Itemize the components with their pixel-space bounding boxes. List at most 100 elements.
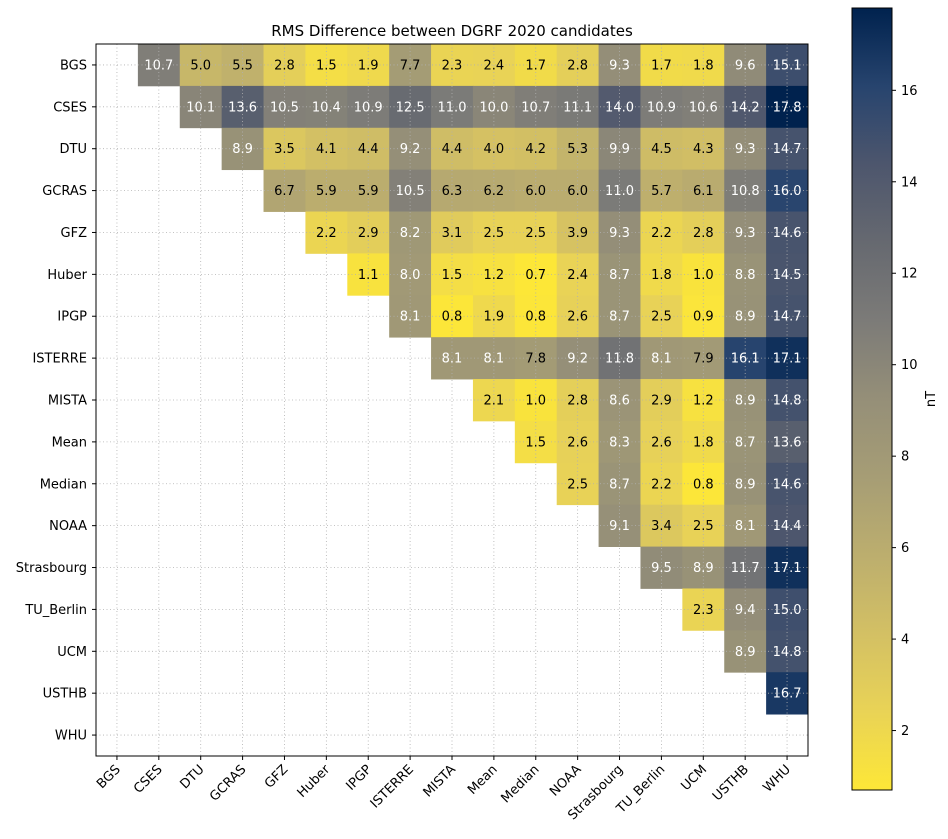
cell-value-label: 8.7 <box>609 477 630 492</box>
y-tick-label: ISTERRE <box>32 352 87 367</box>
cell-value-label: 8.1 <box>400 310 421 325</box>
cell-value-label: 8.7 <box>609 268 630 283</box>
cell-value-label: 4.4 <box>358 142 379 157</box>
cell-labels: 10.7 5.0 5.5 2.8 1.5 1.9 7.7 2.3 2.4 1.7 2.8 9.3 1.7… <box>144 58 801 701</box>
x-tick-label: DTU <box>178 762 208 792</box>
heatmap-cell <box>472 169 516 212</box>
cell-value-label: 6.0 <box>525 184 546 199</box>
heatmap-cell <box>724 420 767 464</box>
cell-value-label: 14.6 <box>773 226 802 241</box>
cell-value-label: 2.8 <box>274 58 295 73</box>
cell-value-label: 2.5 <box>484 226 505 241</box>
cell-value-label: 2.6 <box>567 435 588 450</box>
heatmap-cell <box>431 253 474 296</box>
heatmap-cell <box>598 379 641 422</box>
cell-value-label: 7.7 <box>400 58 421 73</box>
heatmap-cell <box>598 337 641 380</box>
cell-value-label: 5.0 <box>190 58 211 73</box>
heatmap-cell <box>724 211 767 254</box>
x-tick-label: Median <box>499 762 543 806</box>
cell-value-label: 2.9 <box>358 226 379 241</box>
cell-value-label: 5.7 <box>651 184 672 199</box>
heatmap-cell <box>724 169 767 212</box>
cell-value-label: 8.0 <box>400 268 421 283</box>
heatmap-cell <box>682 546 725 589</box>
cell-value-label: 2.8 <box>567 58 588 73</box>
cell-value-label: 9.1 <box>609 519 630 534</box>
x-tick-label: UCM <box>678 762 710 794</box>
cell-value-label: 2.2 <box>651 477 672 492</box>
heatmap-cell <box>766 337 809 380</box>
x-tick-label: USTHB <box>710 762 752 804</box>
heatmap-cell <box>766 630 809 673</box>
cell-value-label: 6.0 <box>567 184 588 199</box>
heatmap-cell <box>305 169 348 212</box>
heatmap-cell <box>514 253 558 296</box>
cell-value-label: 2.5 <box>651 310 672 325</box>
cell-value-label: 8.1 <box>735 519 756 534</box>
heatmap-cell <box>347 169 390 212</box>
cell-value-label: 10.5 <box>270 100 299 115</box>
colorbar-frame <box>851 7 893 791</box>
cell-value-label: 16.7 <box>773 687 802 702</box>
y-tick-label: MISTA <box>48 394 87 409</box>
heatmap-cell <box>766 253 809 296</box>
cell-value-label: 9.6 <box>735 58 756 73</box>
cell-value-label: 9.3 <box>609 226 630 241</box>
cell-value-label: 11.0 <box>605 184 634 199</box>
cell-value-label: 8.1 <box>442 352 463 367</box>
heatmap-cell <box>724 504 767 547</box>
cell-value-label: 8.9 <box>232 142 253 157</box>
cell-value-label: 6.7 <box>274 184 295 199</box>
heatmap-cell <box>724 588 767 631</box>
cell-value-label: 16.1 <box>731 352 760 367</box>
heatmap-cell <box>682 211 725 254</box>
colorbar-tick-label: 12 <box>901 267 918 282</box>
cell-value-label: 10.5 <box>396 184 425 199</box>
cell-value-label: 13.6 <box>773 435 802 450</box>
heatmap-cell <box>724 462 767 506</box>
heatmap-cell <box>640 295 683 338</box>
heatmap-cell <box>766 504 809 547</box>
cell-value-label: 6.3 <box>442 184 463 199</box>
cell-value-label: 1.8 <box>693 58 714 73</box>
heatmap-cell <box>724 546 767 589</box>
y-tick-label: CSES <box>53 100 87 115</box>
heatmap-cell <box>682 504 725 547</box>
cell-value-label: 14.5 <box>773 268 802 283</box>
cell-value-label: 12.5 <box>396 100 425 115</box>
y-tick-label: TU_Berlin <box>24 603 87 618</box>
y-tick-label: Mean <box>52 435 87 450</box>
heatmap-cell <box>640 337 683 380</box>
cell-value-label: 8.7 <box>735 435 756 450</box>
heatmap-cell <box>514 420 558 464</box>
y-axis: BGS CSES DTU GCRAS GFZ Huber IPGP ISTERRE MISTA M… <box>16 58 96 744</box>
cell-value-label: 8.7 <box>609 310 630 325</box>
colorbar-tick-label: 2 <box>901 724 909 739</box>
cell-value-label: 0.8 <box>693 477 714 492</box>
cell-value-label: 9.3 <box>735 142 756 157</box>
heatmap-cell <box>514 169 558 212</box>
heatmap-cell <box>682 253 725 296</box>
heatmap-cell <box>640 546 683 589</box>
heatmap-cell <box>556 379 599 422</box>
heatmap-cell <box>389 211 432 254</box>
cell-value-label: 8.9 <box>735 394 756 409</box>
heatmap-cell <box>682 588 725 631</box>
cell-value-label: 3.5 <box>274 142 295 157</box>
heatmap-cell <box>598 462 641 506</box>
cell-value-label: 2.5 <box>525 226 546 241</box>
cell-value-label: 15.1 <box>773 58 802 73</box>
cell-value-label: 10.1 <box>186 100 215 115</box>
heatmap-cell <box>682 379 725 422</box>
cell-value-label: 10.6 <box>689 100 718 115</box>
cell-value-label: 1.2 <box>484 268 505 283</box>
y-tick-label: DTU <box>60 142 87 157</box>
heatmap-cell <box>766 169 809 212</box>
cell-value-label: 2.8 <box>567 394 588 409</box>
colorbar-tick-label: 4 <box>901 633 909 648</box>
cell-value-label: 1.8 <box>651 268 672 283</box>
heatmap-cell <box>724 379 767 422</box>
cell-value-label: 11.1 <box>563 100 592 115</box>
